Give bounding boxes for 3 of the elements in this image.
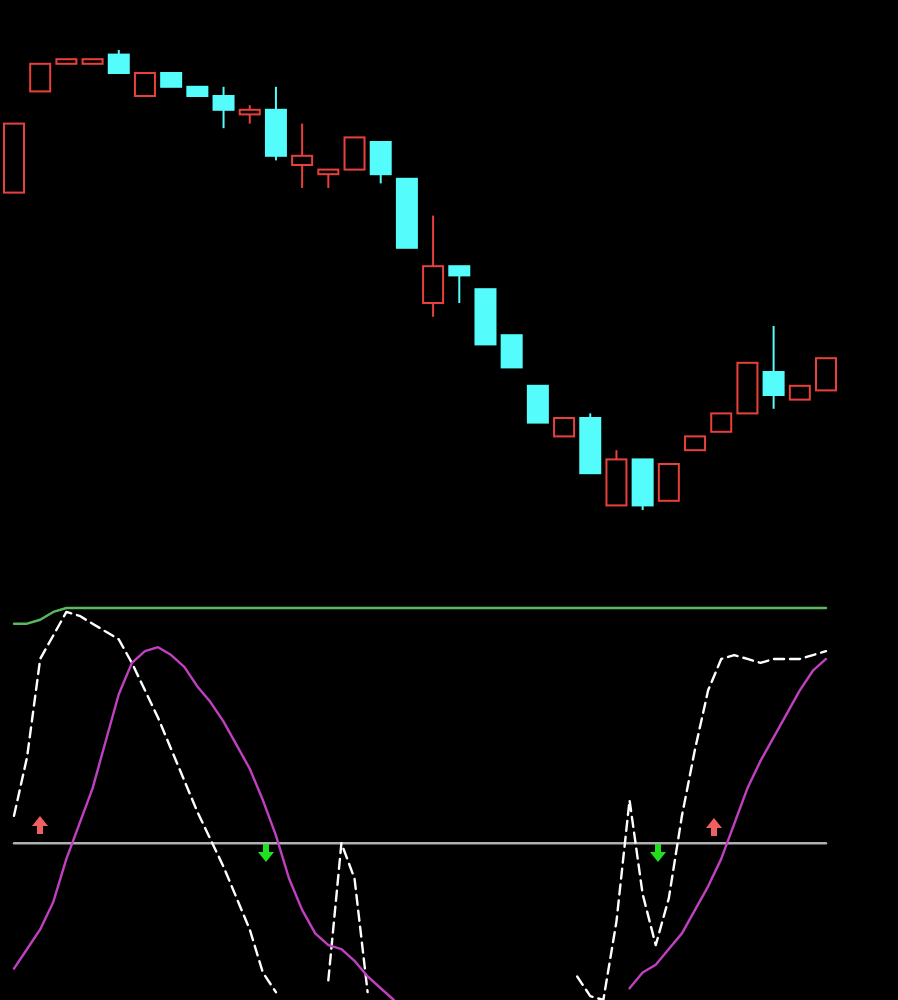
candlestick [422, 214, 445, 318]
candlestick [291, 122, 314, 189]
candlestick [762, 325, 785, 410]
